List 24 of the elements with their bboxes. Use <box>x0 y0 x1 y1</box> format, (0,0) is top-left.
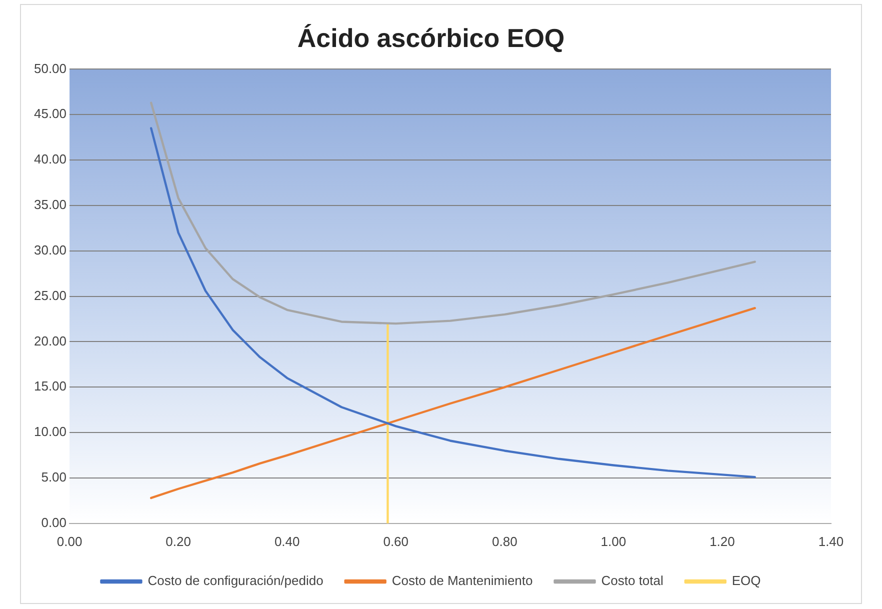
legend-label: Costo total <box>601 573 664 588</box>
y-tick-label: 50.00 <box>34 60 67 76</box>
legend-label: Costo de Mantenimiento <box>392 573 533 588</box>
x-tick-label: 0.20 <box>166 534 191 549</box>
legend-label: Costo de configuración/pedido <box>148 573 324 588</box>
x-tick-label: 0.00 <box>56 534 82 549</box>
y-tick-label: 15.00 <box>34 378 67 394</box>
x-tick-label: 1.40 <box>818 534 844 549</box>
y-tick-label: 5.00 <box>41 470 67 485</box>
y-tick-label: 0.00 <box>41 514 67 530</box>
y-tick-label: 35.00 <box>34 197 67 212</box>
x-tick-label: 0.40 <box>274 534 300 549</box>
legend-label: EOQ <box>732 573 761 588</box>
chart-title: Ácido ascórbico EOQ <box>297 22 565 53</box>
y-tick-label: 40.00 <box>34 152 67 167</box>
x-tick-label: 0.80 <box>492 534 518 549</box>
y-tick-label: 30.00 <box>34 242 67 258</box>
y-tick-label: 45.00 <box>34 106 67 122</box>
y-tick-label: 25.00 <box>34 288 67 303</box>
x-tick-label: 1.00 <box>600 534 626 549</box>
y-tick-label: 20.00 <box>34 333 67 348</box>
y-tick-label: 10.00 <box>34 424 67 440</box>
x-tick-label: 1.20 <box>710 534 735 549</box>
x-tick-label: 0.60 <box>383 534 409 549</box>
